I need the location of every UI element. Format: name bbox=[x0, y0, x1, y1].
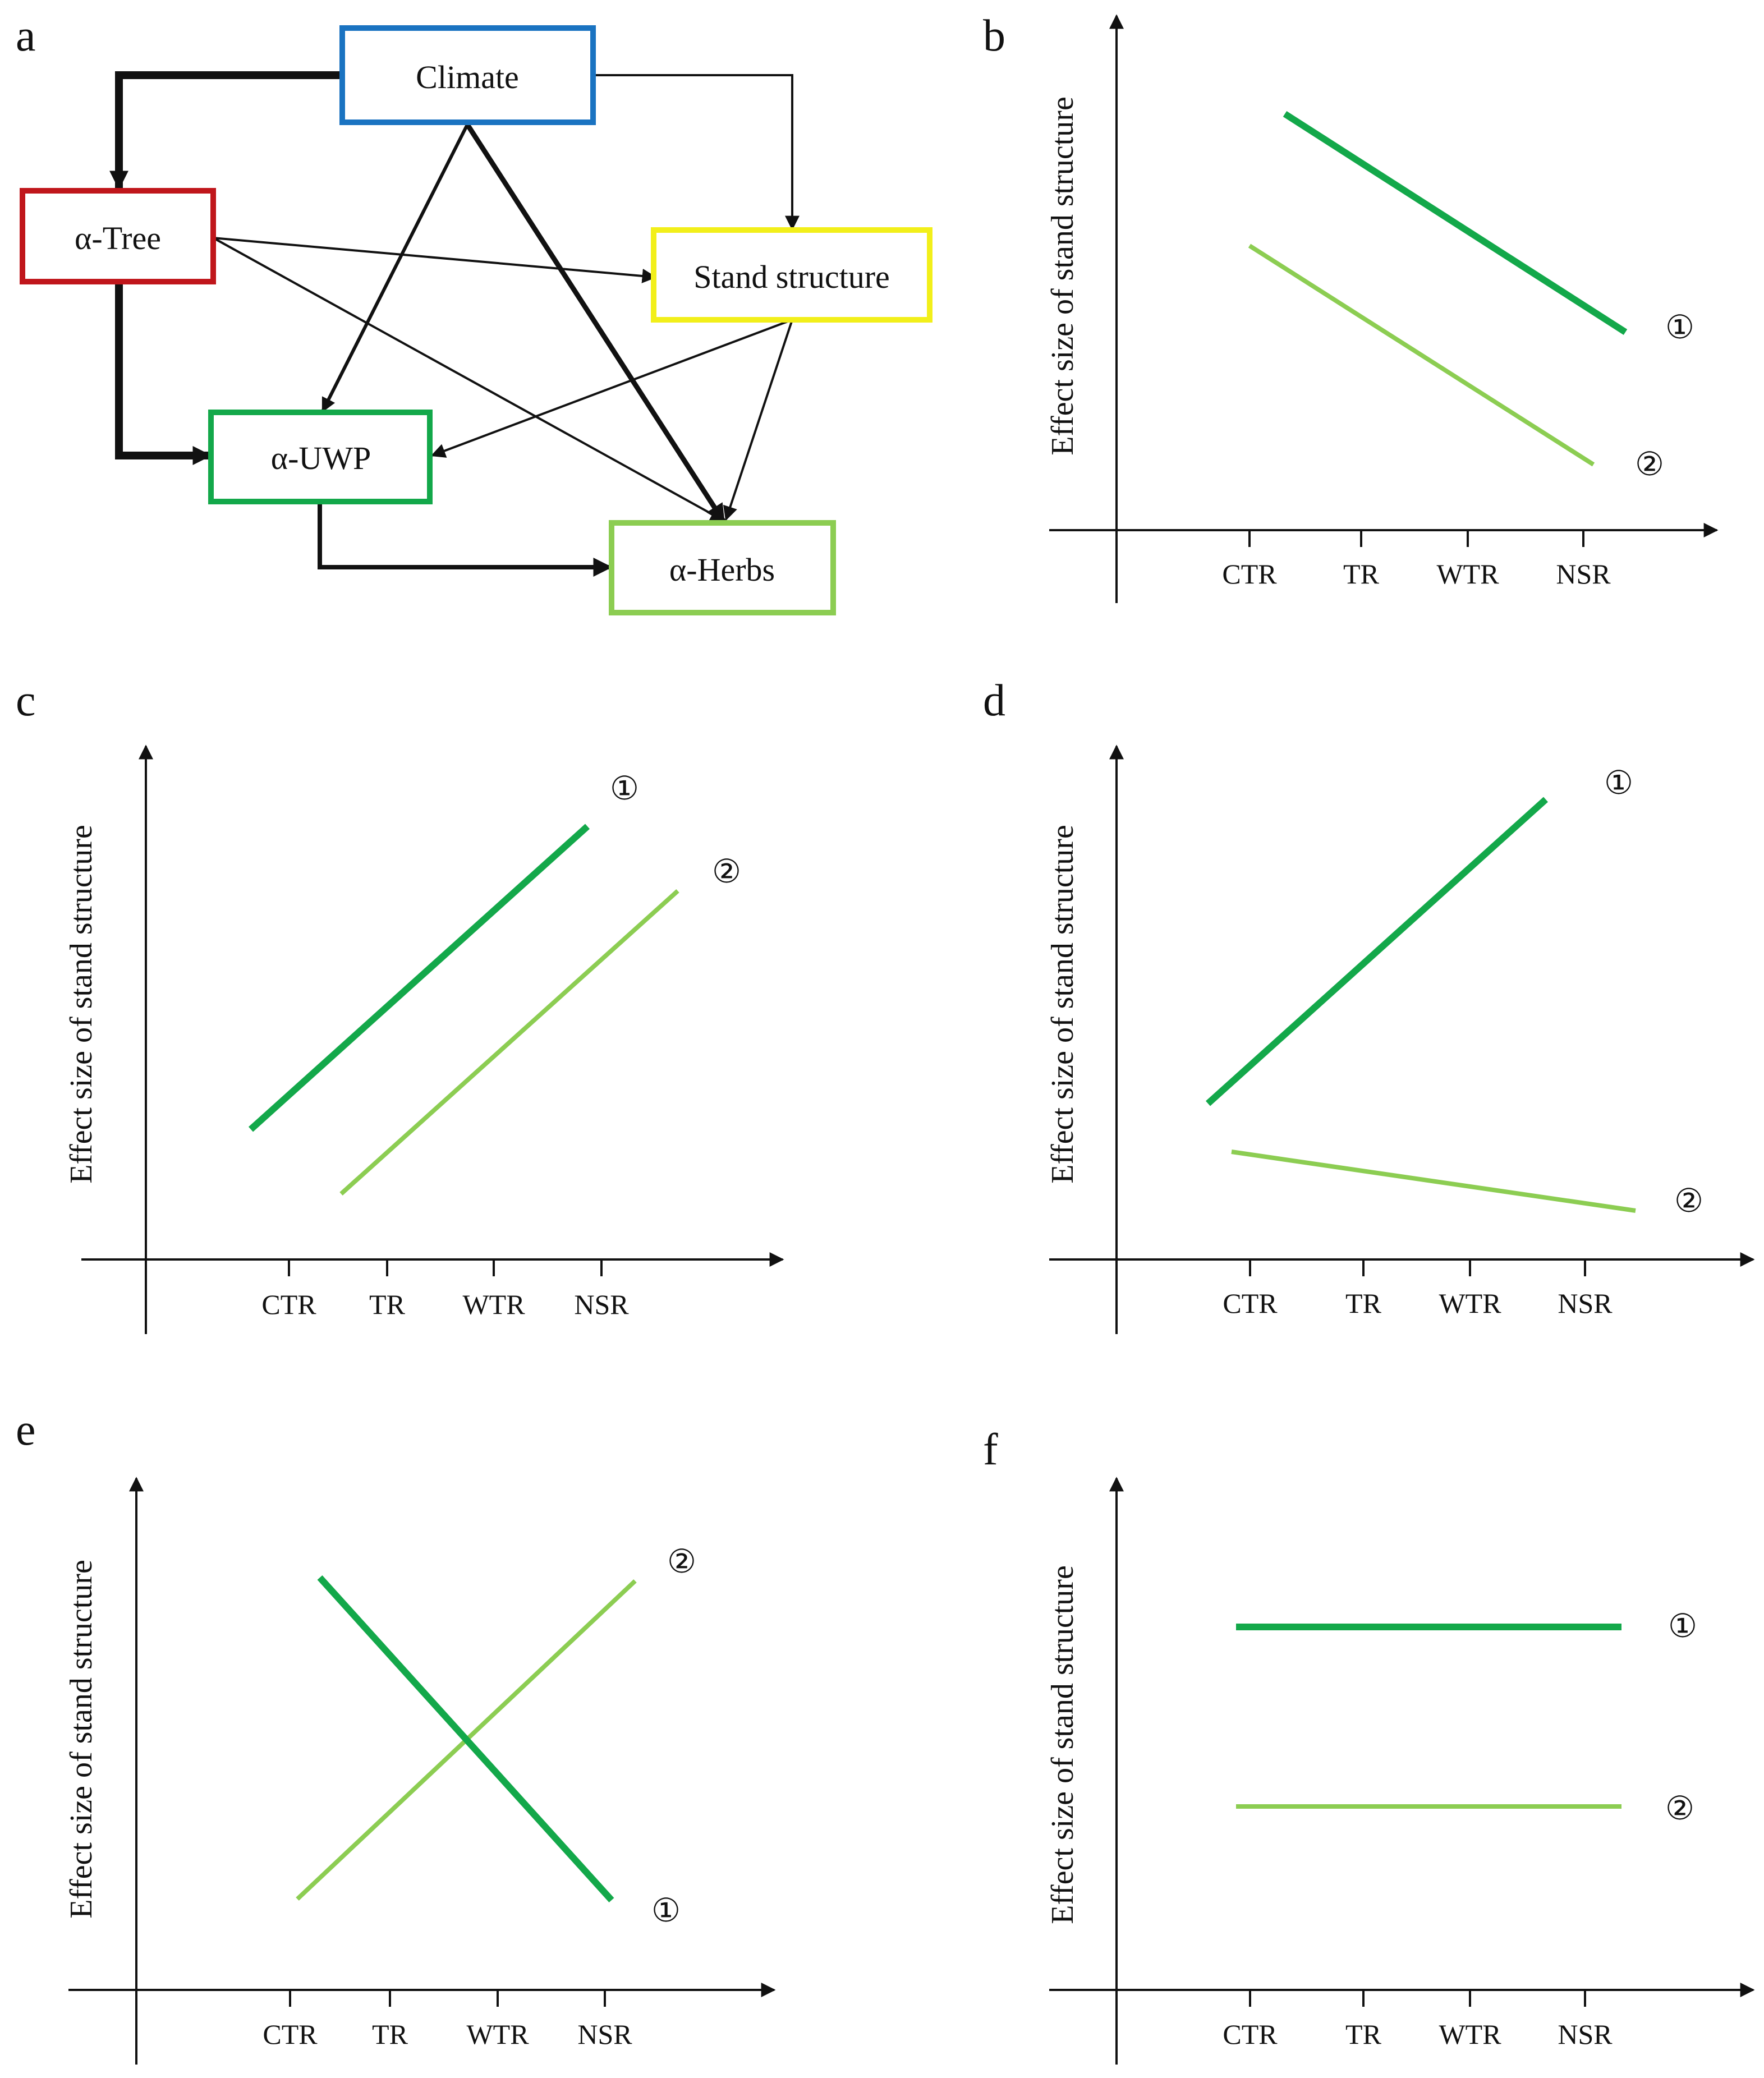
panel-label-d: d bbox=[983, 676, 1005, 725]
panel-f: f CTR TR WTR NSR Effect size of stand st… bbox=[983, 1425, 1755, 2065]
node-uwp-label: α-UWP bbox=[271, 440, 371, 476]
panel-d: d CTR TR WTR NSR Effect size of stand st… bbox=[983, 676, 1755, 1334]
line-1-marker: ① bbox=[651, 1892, 681, 1929]
trend-line-1 bbox=[1283, 111, 1628, 335]
trend-line-2 bbox=[1248, 243, 1595, 467]
trend-line-2 bbox=[339, 889, 679, 1196]
tick-label-ctr: CTR bbox=[1222, 558, 1277, 590]
panel-a: a Climate α-Tree Stand structure bbox=[16, 11, 932, 615]
line-2-marker: ② bbox=[1665, 1790, 1694, 1827]
line-1-marker: ① bbox=[1668, 1608, 1697, 1644]
arrow-stand-to-herbs bbox=[723, 319, 793, 521]
y-axis-label: Effect size of stand structure bbox=[1045, 1565, 1080, 1924]
x-ticks bbox=[1248, 530, 1584, 547]
tick-label-tr: TR bbox=[1345, 1288, 1382, 1319]
node-tree-label: α-Tree bbox=[75, 220, 161, 256]
line-1-marker: ① bbox=[1665, 309, 1694, 346]
arrow-climate-to-herbs bbox=[465, 123, 726, 523]
arrow-stand-to-uwp bbox=[430, 319, 793, 458]
tick-label-wtr: WTR bbox=[466, 2019, 529, 2050]
panel-label-f: f bbox=[983, 1425, 998, 1474]
y-axis-label: Effect size of stand structure bbox=[1045, 96, 1080, 456]
node-climate: Climate bbox=[339, 25, 596, 125]
node-stand-structure-label: Stand structure bbox=[693, 259, 890, 295]
node-herbs: α-Herbs bbox=[609, 520, 836, 615]
tick-label-wtr: WTR bbox=[1436, 558, 1499, 590]
node-herbs-label: α-Herbs bbox=[669, 551, 775, 588]
arrow-climate-to-uwp bbox=[321, 123, 469, 413]
panel-label-b: b bbox=[983, 11, 1005, 61]
trend-line-1 bbox=[1205, 797, 1549, 1106]
trend-line-1 bbox=[248, 824, 590, 1132]
line-2-marker: ② bbox=[1674, 1183, 1703, 1219]
tick-label-tr: TR bbox=[372, 2019, 408, 2050]
tick-label-nsr: NSR bbox=[1558, 1288, 1613, 1319]
arrow-climate-to-tree bbox=[109, 71, 342, 190]
line-2-marker: ② bbox=[1635, 446, 1664, 482]
trend-line-2 bbox=[1231, 1150, 1636, 1213]
node-climate-label: Climate bbox=[416, 59, 519, 95]
tick-label-tr: TR bbox=[1343, 558, 1380, 590]
arrow-climate-to-stand bbox=[593, 74, 800, 231]
tick-label-wtr: WTR bbox=[1439, 2019, 1501, 2050]
x-ticks bbox=[1249, 1990, 1586, 2007]
tick-label-wtr: WTR bbox=[462, 1289, 525, 1320]
tick-label-nsr: NSR bbox=[1556, 558, 1611, 590]
panel-label-c: c bbox=[16, 676, 36, 725]
node-tree: α-Tree bbox=[20, 188, 216, 284]
path-arrows bbox=[109, 71, 800, 577]
tick-label-tr: TR bbox=[369, 1289, 406, 1320]
tick-label-nsr: NSR bbox=[1558, 2019, 1613, 2050]
arrow-tree-to-uwp bbox=[115, 282, 212, 465]
panel-c: c CTR TR WTR NSR Effect size of stand st… bbox=[16, 676, 784, 1334]
x-ticks bbox=[1249, 1259, 1586, 1276]
line-2-marker: ② bbox=[667, 1543, 696, 1580]
y-axis-label: Effect size of stand structure bbox=[64, 825, 99, 1184]
tick-label-wtr: WTR bbox=[1439, 1288, 1501, 1319]
tick-label-tr: TR bbox=[1345, 2019, 1382, 2050]
arrow-uwp-to-herbs bbox=[318, 502, 613, 577]
x-ticks bbox=[289, 1990, 606, 2007]
panel-b: b CTR TR WTR NSR Effect size of stand st… bbox=[983, 11, 1719, 603]
arrow-tree-to-herbs bbox=[213, 237, 725, 522]
tick-label-ctr: CTR bbox=[261, 1289, 316, 1320]
line-1-marker: ① bbox=[1604, 765, 1633, 801]
arrow-tree-to-stand bbox=[213, 237, 657, 283]
tick-label-nsr: NSR bbox=[574, 1289, 629, 1320]
trend-line-1 bbox=[317, 1575, 614, 1903]
tick-label-nsr: NSR bbox=[577, 2019, 632, 2050]
node-uwp: α-UWP bbox=[208, 410, 433, 504]
panel-e: e CTR TR WTR NSR Effect size of stand st… bbox=[16, 1405, 776, 2065]
y-axis-label: Effect size of stand structure bbox=[64, 1560, 99, 1919]
panel-label-a: a bbox=[16, 11, 36, 61]
line-2-marker: ② bbox=[712, 853, 741, 890]
panel-label-e: e bbox=[16, 1405, 36, 1455]
x-ticks bbox=[288, 1259, 603, 1276]
tick-label-ctr: CTR bbox=[1223, 2019, 1278, 2050]
node-stand-structure: Stand structure bbox=[651, 227, 932, 323]
y-axis-label: Effect size of stand structure bbox=[1045, 825, 1080, 1184]
tick-label-ctr: CTR bbox=[1223, 1288, 1278, 1319]
line-1-marker: ① bbox=[610, 770, 639, 807]
tick-label-ctr: CTR bbox=[263, 2019, 318, 2050]
